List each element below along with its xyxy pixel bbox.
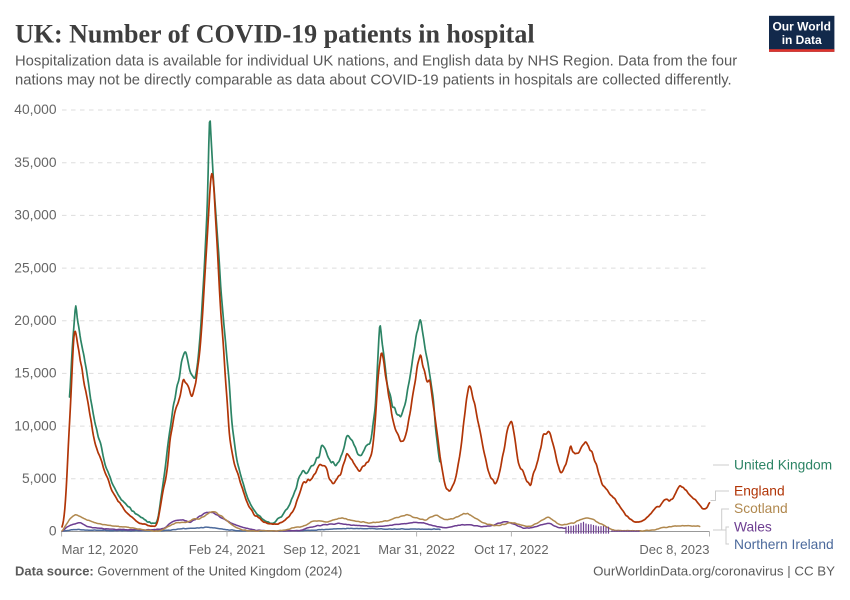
svg-text:Our World: Our World: [772, 20, 830, 34]
svg-text:20,000: 20,000: [14, 313, 57, 328]
svg-text:35,000: 35,000: [14, 155, 57, 170]
svg-text:Scotland: Scotland: [734, 501, 788, 516]
svg-text:5,000: 5,000: [22, 471, 57, 486]
svg-text:United Kingdom: United Kingdom: [734, 458, 832, 473]
svg-text:25,000: 25,000: [14, 260, 57, 275]
svg-text:Wales: Wales: [734, 520, 772, 535]
svg-text:Northern Ireland: Northern Ireland: [734, 537, 834, 552]
svg-text:OurWorldinData.org/coronavirus: OurWorldinData.org/coronavirus | CC BY: [593, 564, 835, 579]
svg-text:Feb 24, 2021: Feb 24, 2021: [189, 542, 266, 557]
svg-text:Dec 8, 2023: Dec 8, 2023: [639, 542, 709, 557]
svg-text:Mar 31, 2022: Mar 31, 2022: [378, 542, 455, 557]
svg-text:10,000: 10,000: [14, 418, 57, 433]
svg-text:0: 0: [49, 524, 57, 539]
svg-text:Oct 17, 2022: Oct 17, 2022: [474, 542, 548, 557]
svg-text:nations may not be directly co: nations may not be directly comparable a…: [15, 73, 732, 89]
svg-text:Hospitalization data is availa: Hospitalization data is available for in…: [15, 54, 737, 70]
svg-text:15,000: 15,000: [14, 366, 57, 381]
svg-text:Sep 12, 2021: Sep 12, 2021: [283, 542, 360, 557]
svg-text:30,000: 30,000: [14, 208, 57, 223]
svg-text:in Data: in Data: [782, 33, 822, 47]
svg-text:England: England: [734, 484, 785, 499]
svg-text:UK: Number of COVID-19 patient: UK: Number of COVID-19 patients in hospi…: [15, 20, 535, 49]
svg-text:40,000: 40,000: [14, 102, 57, 117]
svg-text:Mar 12, 2020: Mar 12, 2020: [62, 542, 139, 557]
svg-text:Data source: Government of the: Data source: Government of the United Ki…: [15, 564, 342, 579]
